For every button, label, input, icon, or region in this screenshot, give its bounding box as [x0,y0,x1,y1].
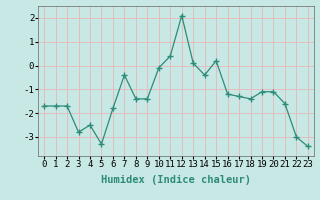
X-axis label: Humidex (Indice chaleur): Humidex (Indice chaleur) [101,175,251,185]
